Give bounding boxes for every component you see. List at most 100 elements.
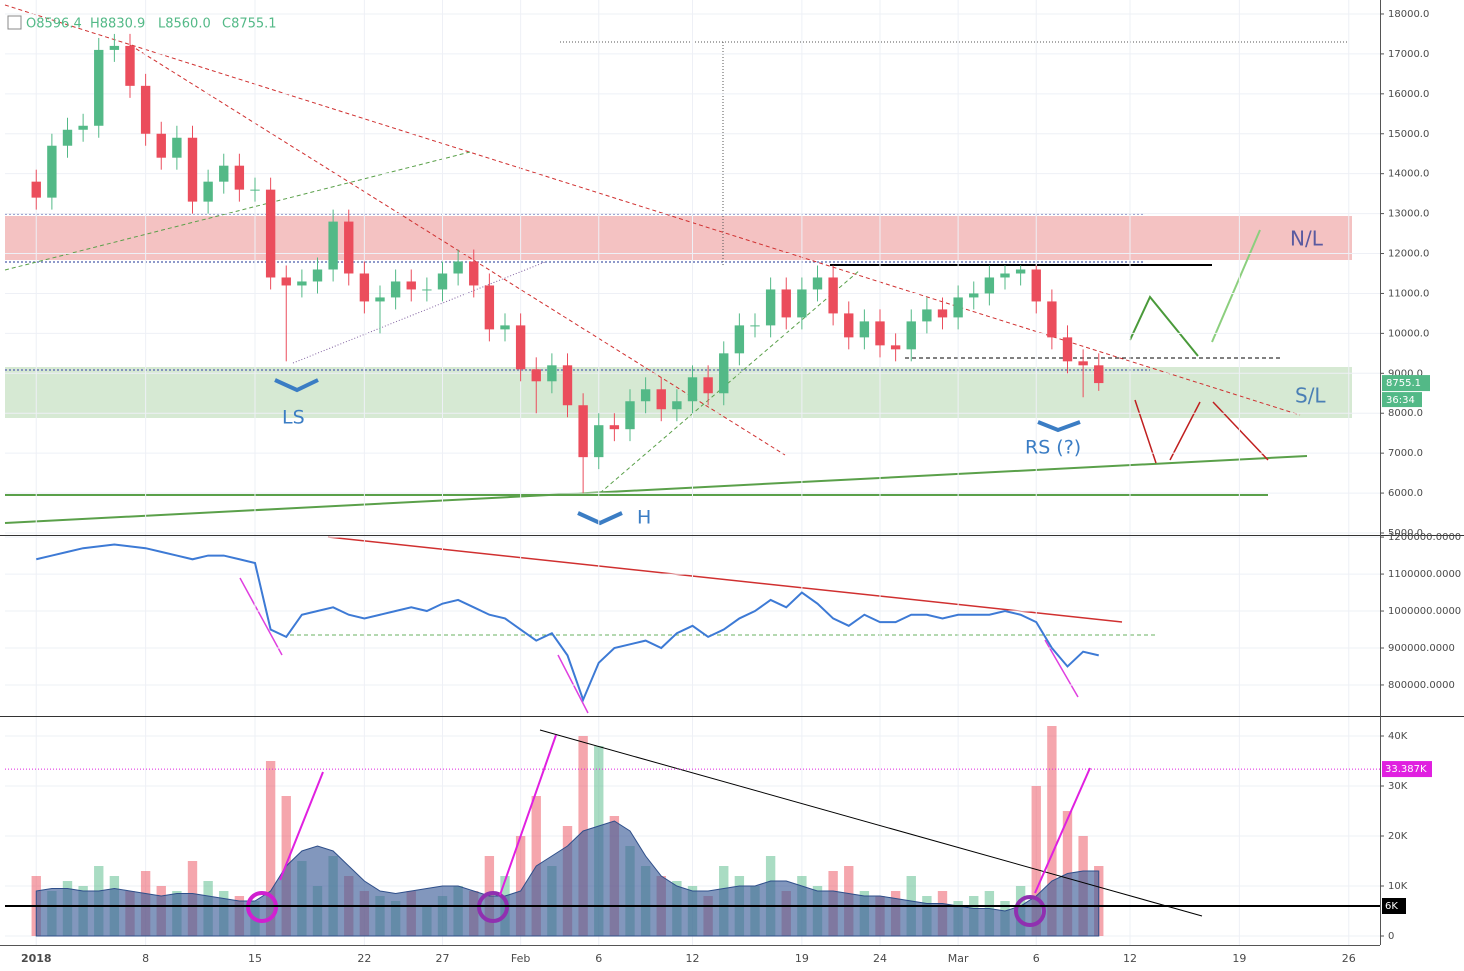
x-tick-label: 24 [873, 952, 887, 965]
arrow [1034, 767, 1091, 894]
ohlc-open: O8596.4 [26, 17, 82, 32]
candle-body [312, 269, 323, 282]
candle-body [437, 273, 448, 290]
x-tick-label: Feb [511, 952, 530, 965]
y-tick-label: 1000000.0000 [1388, 606, 1461, 617]
x-tick-label: 12 [686, 952, 700, 965]
candle-body [359, 273, 370, 302]
reference-label: 6K [1385, 901, 1398, 912]
toggle[interactable] [7, 15, 22, 30]
trend-line [129, 44, 786, 456]
candle-body [234, 165, 245, 190]
reference-label-box [1382, 761, 1432, 778]
chevron [577, 511, 623, 526]
volume-bar [265, 761, 276, 936]
ohlc-close: C8755.1 [222, 17, 277, 32]
candle-body [328, 221, 338, 270]
candle-body [687, 377, 698, 402]
candle-body [453, 261, 463, 274]
candle-body [937, 309, 948, 318]
trend-line [4, 455, 1308, 524]
timer: 36:34 [1386, 395, 1415, 406]
trend-line [4, 4, 1301, 416]
arrow [557, 654, 589, 714]
candle-body [1031, 269, 1041, 302]
arrow [1212, 401, 1269, 461]
volume-bar [1047, 726, 1057, 936]
candle-body [344, 221, 354, 274]
candle-body [219, 165, 229, 182]
candle-body [31, 181, 41, 198]
candle-body [469, 261, 479, 286]
x-tick-label: Mar [948, 952, 969, 965]
trend-line [599, 269, 861, 494]
x-tick-label: 19 [1232, 952, 1246, 965]
y-tick-label: 7000.0 [1388, 448, 1423, 459]
candle-body [47, 145, 57, 198]
y-tick-label: 0 [1388, 931, 1394, 942]
candle-body [172, 137, 182, 158]
candle-body [969, 293, 979, 298]
candle-body [484, 285, 495, 330]
candle-body [390, 281, 401, 298]
trend-line [4, 151, 471, 271]
candle-body [781, 289, 791, 318]
x-tick-label: 6 [1033, 952, 1040, 965]
arrow [239, 577, 283, 656]
candle-body [187, 137, 198, 202]
x-tick-label: 8 [142, 952, 149, 965]
volume-bar [1031, 786, 1041, 936]
drawings [4, 4, 1352, 714]
trend-line [539, 729, 1203, 917]
candle-body [812, 277, 823, 290]
trend-line [292, 261, 546, 364]
candle-body [94, 49, 104, 126]
x-tick-label: 12 [1123, 952, 1137, 965]
ohlc-high: H8830.9 [90, 17, 145, 32]
candle-body [531, 369, 541, 382]
x-tick-label: 26 [1342, 952, 1356, 965]
y-tick-label: 17000.0 [1388, 49, 1429, 60]
candle-body [640, 389, 651, 402]
candle-body [265, 189, 276, 278]
candle-body [906, 321, 916, 350]
candle-body [734, 325, 745, 354]
y-tick-label: 10K [1388, 881, 1408, 892]
y-tick-label: 14000.0 [1388, 169, 1429, 180]
y-tick-label: 12000.0 [1388, 249, 1429, 260]
candle-body [1000, 273, 1010, 278]
arrow [1134, 399, 1157, 464]
y-tick-label: 5000.0 [1388, 528, 1423, 539]
y-tick-label: 16000.0 [1388, 89, 1429, 100]
x-tick-label: 19 [795, 952, 809, 965]
candle-body [797, 289, 807, 318]
y-tick-label: 9000.0 [1388, 368, 1423, 379]
candle-body [1015, 269, 1026, 274]
candle-body [297, 281, 307, 286]
annotation: N/L [1290, 227, 1324, 251]
y-tick-label: 6000.0 [1388, 488, 1423, 499]
arrow [1044, 639, 1079, 698]
arrow [279, 771, 324, 881]
annotation: S/L [1295, 384, 1326, 408]
x-tick-label: 2018 [21, 952, 52, 965]
candle-body [375, 297, 385, 302]
circle [1014, 895, 1046, 927]
candle-body [515, 325, 526, 370]
candle-body [672, 401, 682, 410]
candle-body [922, 309, 932, 322]
y-tick-label: 18000.0 [1388, 9, 1429, 20]
y-tick-label: 8000.0 [1388, 408, 1423, 419]
candle-body [78, 125, 88, 130]
arrow [499, 734, 557, 896]
candle-body [547, 365, 557, 382]
y-tick-label: 30K [1388, 781, 1408, 792]
candle-body [828, 277, 838, 314]
x-tick-label: 6 [595, 952, 602, 965]
y-tick-label: 1100000.0000 [1388, 569, 1461, 580]
candle-body [500, 325, 510, 330]
candle-body [250, 189, 260, 191]
candle-body [719, 353, 729, 394]
chevron [1037, 420, 1081, 433]
